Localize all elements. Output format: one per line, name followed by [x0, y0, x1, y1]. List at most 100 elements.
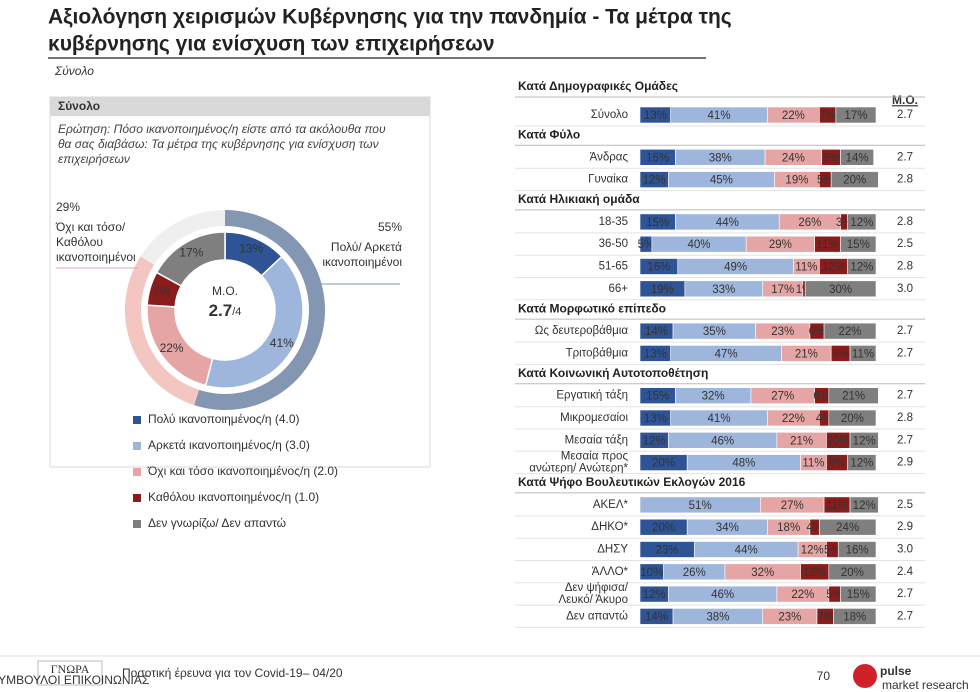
- group-value: 29%: [56, 200, 80, 214]
- mean-value: 2.7: [897, 434, 913, 446]
- bar-segment: [837, 541, 877, 558]
- bar-label: 11%: [817, 239, 839, 251]
- bar-label: 8%: [832, 348, 849, 360]
- section-title: Κατά Ψήφο Βουλευτικών Εκλογών 2016: [518, 475, 746, 489]
- bar-label: 11%: [795, 262, 817, 274]
- bar-label: 14%: [645, 326, 668, 338]
- legend-label: Δεν γνωρίζω/ Δεν απαντώ: [148, 516, 286, 530]
- outer-arc: [124, 256, 200, 406]
- mean-value: 2.7: [897, 325, 913, 337]
- bar-label: 23%: [656, 545, 679, 557]
- bar-label: 32%: [751, 567, 774, 579]
- legend-swatch: [133, 416, 141, 424]
- bar-label: 18%: [777, 522, 800, 534]
- bar-label: 12%: [822, 262, 845, 274]
- section-title: Κατά Δημογραφικές Ομάδες: [518, 79, 678, 93]
- group-name: ικανοποιημένοι: [322, 255, 402, 269]
- row-label: Σύνολο: [591, 109, 628, 121]
- slice-label: 22%: [160, 341, 184, 355]
- row-label: ΔΗΣΥ: [597, 544, 628, 556]
- slice-label: 13%: [239, 242, 263, 256]
- row-label: ανώτερη/ Ανώτερη*: [529, 463, 628, 475]
- bar-segment: [849, 431, 879, 449]
- bar-label: 15%: [646, 391, 669, 403]
- bar-label: 12%: [643, 175, 666, 187]
- bar-label: 12%: [643, 589, 666, 601]
- bar-label: 12%: [850, 458, 873, 470]
- bar-label: 4%: [816, 413, 833, 425]
- bar-segment: [823, 322, 877, 340]
- footer-text: Ποσοτική έρευνα για τον Covid-19– 04/20: [122, 666, 343, 680]
- bar-label: 16%: [846, 545, 869, 557]
- page-number: 70: [817, 669, 831, 683]
- bar-label: 38%: [706, 611, 729, 623]
- bar-label: 9%: [829, 458, 846, 470]
- row-label: Γυναίκα: [588, 174, 628, 186]
- bar-label: 12%: [643, 435, 666, 447]
- bar-segment: [804, 280, 877, 298]
- bar-label: 49%: [724, 262, 747, 274]
- legend-swatch: [133, 442, 141, 450]
- section-title: Κατά Κοινωνική Αυτοτοποθέτηση: [518, 366, 708, 380]
- center-label: Μ.Ο.: [212, 284, 238, 298]
- bar-label: 12%: [850, 262, 873, 274]
- bar-label: 19%: [651, 284, 674, 296]
- bar-label: 6%: [813, 391, 830, 403]
- mean-title: Μ.Ο.: [892, 93, 918, 107]
- bar-label: 20%: [652, 458, 675, 470]
- bar-label: 26%: [683, 567, 706, 579]
- bar-segment: [833, 608, 877, 625]
- legend-label: Καθόλου ικανοποιημένος/η (1.0): [148, 490, 319, 504]
- bar-label: 44%: [735, 545, 758, 557]
- row-label: 66+: [608, 283, 628, 295]
- bar-label: 10%: [640, 567, 663, 579]
- title: Αξιολόγηση χειρισμών Κυβέρνησης για την …: [48, 6, 732, 29]
- bar-label: 20%: [843, 175, 866, 187]
- bar-segment: [849, 496, 879, 514]
- bar-label: 46%: [711, 435, 734, 447]
- donut-slice: [204, 255, 304, 389]
- row-label: Άνδρας: [590, 151, 629, 163]
- subtitle: Σύνολο: [54, 64, 94, 78]
- row-label: 36-50: [599, 238, 628, 250]
- group-value: 55%: [378, 220, 402, 234]
- bar-label: 22%: [839, 326, 862, 338]
- row-label: 18-35: [599, 216, 628, 228]
- bar-label: 44%: [716, 217, 739, 229]
- bar-label: 21%: [790, 435, 813, 447]
- legend-label: Πολύ ικανοποιημένος/η (4.0): [148, 412, 300, 426]
- bar-segment: [840, 235, 877, 253]
- bar-label: 15%: [646, 217, 669, 229]
- bar-label: 17%: [844, 110, 867, 122]
- bar-segment: [819, 518, 877, 536]
- mean-value: 2.8: [897, 412, 913, 424]
- bar-label: 4%: [806, 522, 823, 534]
- mean-scale: /4: [232, 306, 241, 318]
- bar-label: 38%: [709, 152, 732, 164]
- bar-label: 40%: [687, 239, 710, 251]
- bar-label: 14%: [645, 611, 668, 623]
- bar-label: 47%: [715, 348, 738, 360]
- mean-value: 2.8: [897, 261, 913, 273]
- logo-box: [37, 660, 103, 686]
- group-name: Καθόλου: [56, 235, 103, 249]
- bar-label: 45%: [710, 175, 733, 187]
- bar-label: 21%: [795, 348, 818, 360]
- row-label: Δεν ψήφισα/: [565, 582, 629, 594]
- mean-value: 2.7: [897, 588, 913, 600]
- mean-value: 2.9: [897, 521, 913, 533]
- bar-label: 26%: [798, 217, 821, 229]
- mean-value: 2.7: [897, 151, 913, 163]
- panel-header: [50, 97, 430, 116]
- mean-value: 2.7: [209, 301, 233, 320]
- brand-sub: market research: [882, 678, 969, 692]
- row-label: ΆΛΛΟ*: [592, 566, 629, 578]
- bar-label: 23%: [778, 611, 801, 623]
- bar-segment: [847, 258, 877, 275]
- bar-label: 12%: [853, 500, 876, 512]
- row-label: Μικρομεσαίοι: [560, 412, 628, 424]
- section-title: Κατά Ηλικιακή ομάδα: [518, 192, 640, 206]
- bar-label: 35%: [703, 326, 726, 338]
- row-label: Μεσαία τάξη: [565, 434, 628, 446]
- mean-value: 2.8: [897, 174, 913, 186]
